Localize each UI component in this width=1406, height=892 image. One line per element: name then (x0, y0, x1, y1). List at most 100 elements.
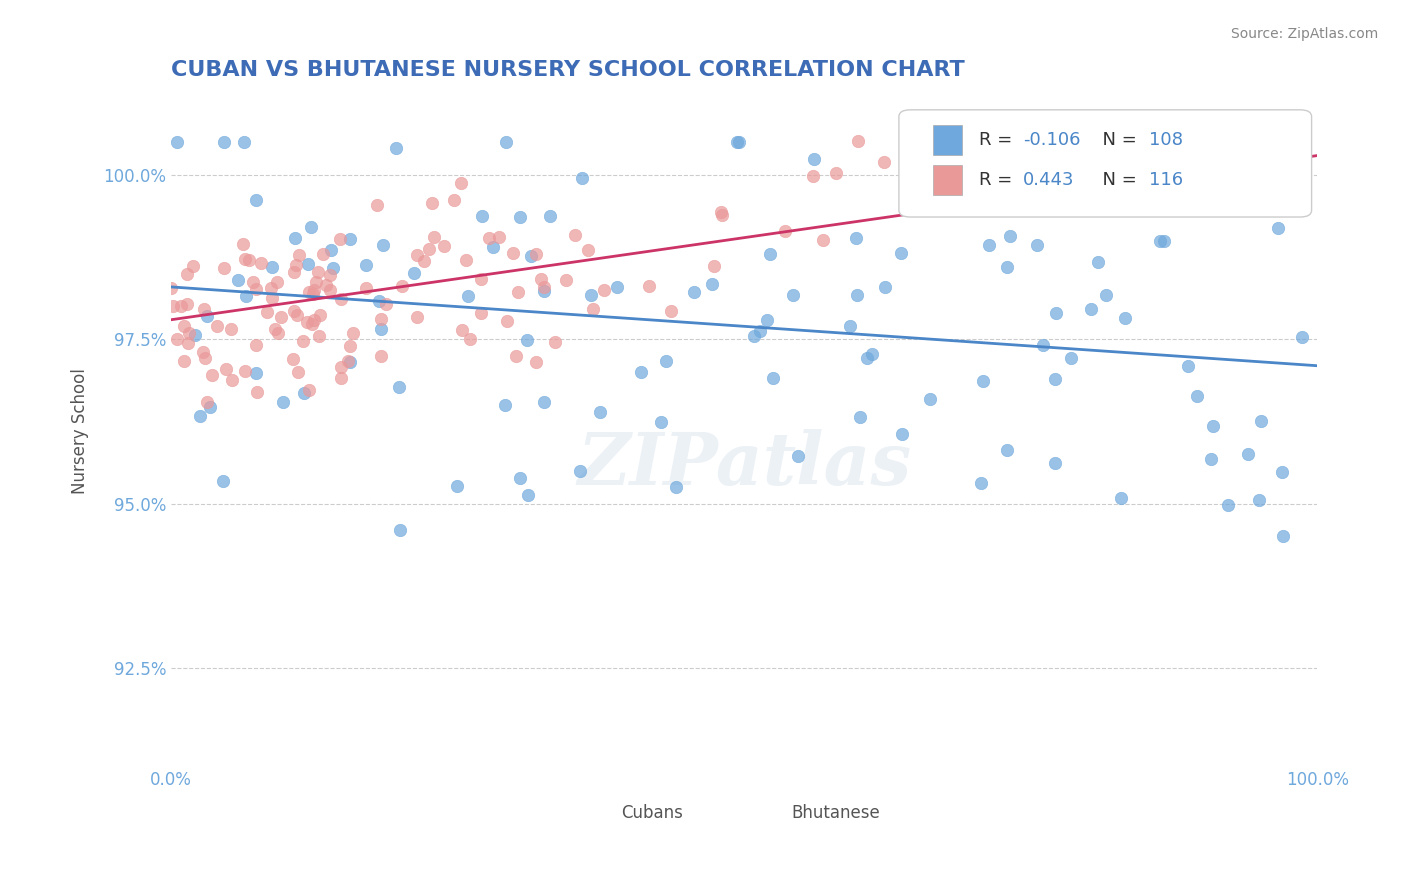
Point (266, 275, 288, 289)
Point (342, 326, 364, 340)
Point (846, 288, 869, 302)
Point (664, 480, 686, 494)
Point (773, 224, 796, 238)
Point (366, 198, 388, 212)
Point (292, 334, 315, 348)
Point (195, 309, 218, 323)
Point (391, 279, 413, 293)
Text: 0.443: 0.443 (1022, 171, 1074, 189)
Point (759, 247, 782, 261)
Point (270, 310, 292, 325)
Point (238, 253, 260, 268)
Point (1080, 302, 1102, 317)
Text: CUBAN VS BHUTANESE NURSERY SCHOOL CORRELATION CHART: CUBAN VS BHUTANESE NURSERY SCHOOL CORREL… (172, 60, 965, 79)
Point (845, 231, 868, 245)
Point (889, 245, 911, 260)
Point (299, 220, 322, 235)
Point (1045, 306, 1067, 320)
Point (576, 244, 599, 258)
Point (215, 361, 238, 376)
Point (302, 312, 325, 326)
Point (873, 155, 896, 169)
Point (506, 285, 529, 299)
Point (446, 478, 468, 492)
Point (471, 209, 494, 223)
Point (457, 288, 479, 302)
Point (533, 284, 555, 298)
Point (470, 272, 492, 286)
Point (702, 277, 724, 291)
Point (250, 255, 273, 269)
Text: R =: R = (979, 171, 1018, 189)
Point (661, 304, 683, 318)
Point (579, 288, 602, 302)
Point (235, 289, 257, 303)
Point (1271, 529, 1294, 543)
Point (1109, 491, 1132, 506)
Point (533, 280, 555, 294)
Point (337, 353, 360, 368)
Point (298, 383, 321, 397)
Point (1060, 351, 1083, 365)
Point (1271, 465, 1294, 479)
Point (1049, 158, 1071, 172)
Point (970, 476, 993, 491)
Point (1114, 310, 1136, 325)
Point (524, 355, 547, 369)
Point (308, 308, 330, 322)
Point (226, 273, 249, 287)
Point (1149, 234, 1171, 248)
Text: 116: 116 (1149, 171, 1182, 189)
Point (181, 260, 204, 274)
Point (782, 287, 804, 301)
Point (219, 322, 242, 336)
Point (682, 285, 704, 300)
Point (630, 365, 652, 379)
Point (520, 249, 543, 263)
Point (592, 283, 614, 297)
Point (1247, 492, 1270, 507)
Point (330, 359, 353, 374)
Point (516, 334, 538, 348)
Point (1026, 238, 1049, 252)
Point (188, 409, 211, 423)
Point (1267, 221, 1289, 235)
Point (339, 355, 361, 369)
Point (1291, 330, 1313, 344)
Point (301, 287, 323, 301)
Point (162, 299, 184, 313)
Point (301, 317, 323, 331)
Point (803, 153, 825, 167)
Point (509, 211, 531, 225)
Point (176, 297, 198, 311)
Point (176, 267, 198, 281)
Point (212, 260, 235, 275)
Point (256, 305, 278, 319)
Point (339, 339, 361, 353)
Point (329, 292, 352, 306)
FancyBboxPatch shape (898, 110, 1312, 217)
Point (183, 327, 205, 342)
FancyBboxPatch shape (583, 804, 606, 823)
Point (849, 410, 872, 425)
Point (197, 395, 219, 409)
Point (177, 336, 200, 351)
Point (860, 347, 883, 361)
Point (1043, 372, 1066, 386)
Point (193, 301, 215, 316)
Point (1237, 446, 1260, 460)
Point (193, 345, 215, 359)
Point (298, 285, 321, 299)
Point (725, 136, 748, 150)
Point (786, 449, 808, 463)
Text: N =: N = (1091, 171, 1143, 189)
Point (297, 257, 319, 271)
Point (505, 349, 527, 363)
Point (245, 193, 267, 207)
Point (232, 236, 254, 251)
Point (404, 266, 426, 280)
Point (245, 366, 267, 380)
Point (160, 280, 183, 294)
Point (655, 354, 678, 368)
Text: Cubans: Cubans (621, 805, 683, 822)
